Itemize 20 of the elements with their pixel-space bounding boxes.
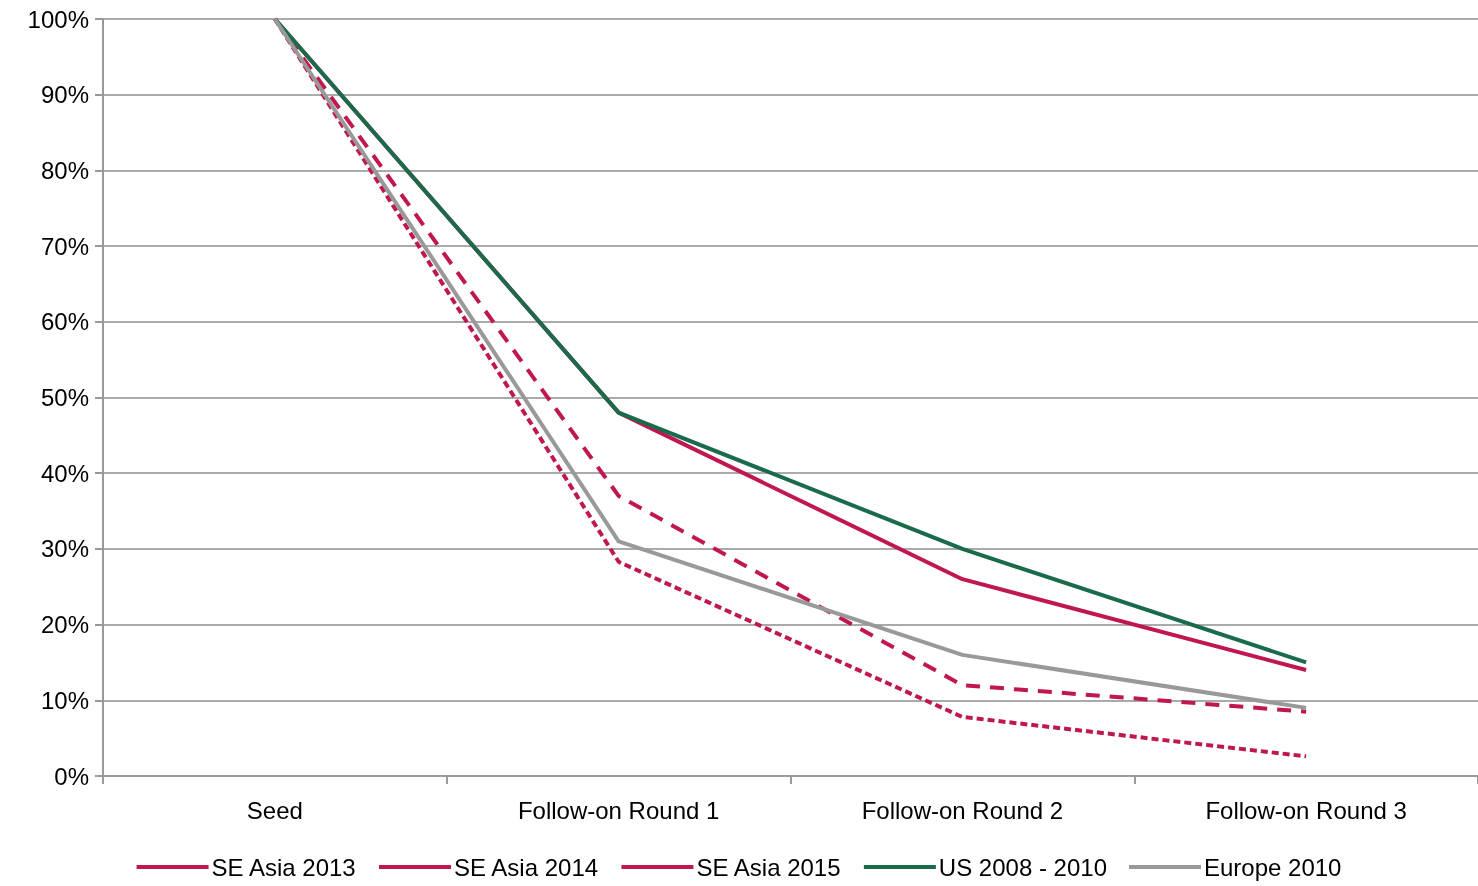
x-tick-label: Follow-on Round 1: [517, 796, 720, 824]
legend-label: SE Asia 2013: [211, 853, 356, 881]
legend-label: US 2008 - 2010: [938, 853, 1107, 881]
y-tick-label: 20%: [40, 611, 89, 639]
y-tick-label: 40%: [40, 459, 89, 487]
legend-label: SE Asia 2015: [696, 853, 841, 881]
y-tick-label: 50%: [40, 384, 89, 411]
y-tick-label: 60%: [40, 308, 89, 336]
y-tick-label: 30%: [40, 535, 89, 563]
y-tick-label: 90%: [40, 81, 89, 109]
legend-label: SE Asia 2014: [454, 853, 599, 881]
y-tick-label: 80%: [40, 156, 89, 184]
y-tick-label: 100%: [27, 5, 89, 33]
x-tick-label: Follow-on Round 2: [861, 796, 1064, 824]
y-tick-label: 70%: [40, 232, 89, 260]
legend-label: Europe 2010: [1203, 853, 1342, 881]
x-tick-label: Seed: [246, 796, 303, 824]
y-tick-label: 10%: [40, 686, 89, 714]
x-tick-label: Follow-on Round 3: [1205, 796, 1407, 824]
y-tick-label: 0%: [54, 762, 89, 790]
